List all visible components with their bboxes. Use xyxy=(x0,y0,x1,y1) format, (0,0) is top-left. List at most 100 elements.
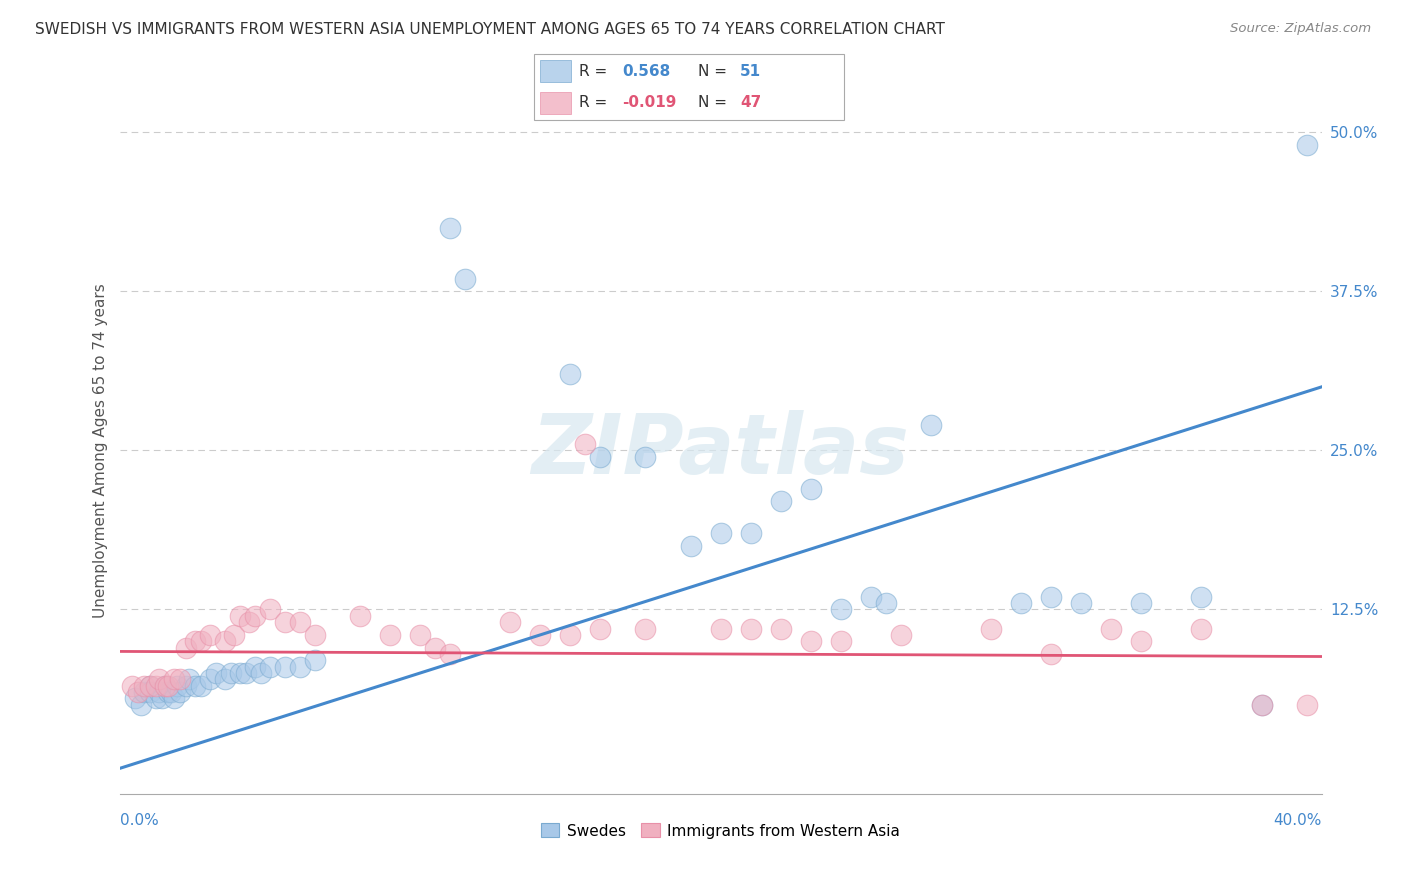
Point xyxy=(304,653,326,667)
Point xyxy=(589,622,612,636)
Text: N =: N = xyxy=(699,63,727,78)
Point xyxy=(153,679,176,693)
Bar xyxy=(540,92,571,114)
Point xyxy=(235,666,257,681)
Point xyxy=(1040,647,1063,661)
Point xyxy=(159,685,181,699)
Point xyxy=(153,679,176,693)
Point xyxy=(769,494,792,508)
Point xyxy=(162,691,184,706)
Point xyxy=(121,679,143,693)
Point xyxy=(183,679,205,693)
Point xyxy=(219,666,242,681)
Point xyxy=(169,673,191,687)
Point xyxy=(138,679,160,693)
Point xyxy=(378,628,401,642)
Point xyxy=(890,628,912,642)
Text: R =: R = xyxy=(579,63,607,78)
Point xyxy=(875,596,897,610)
Point xyxy=(148,673,170,687)
Point xyxy=(198,628,221,642)
Point xyxy=(1295,138,1317,153)
Point xyxy=(274,659,297,673)
Point xyxy=(288,659,311,673)
Point xyxy=(127,685,149,699)
Text: ZIPatlas: ZIPatlas xyxy=(531,410,910,491)
Point xyxy=(423,640,446,655)
Point xyxy=(174,640,197,655)
Text: 47: 47 xyxy=(740,95,761,111)
Text: Source: ZipAtlas.com: Source: ZipAtlas.com xyxy=(1230,22,1371,36)
Point xyxy=(830,602,852,616)
Point xyxy=(169,685,191,699)
Point xyxy=(439,220,461,235)
Point xyxy=(499,615,522,630)
Text: N =: N = xyxy=(699,95,727,111)
Point xyxy=(148,685,170,699)
Point xyxy=(589,450,612,464)
Point xyxy=(222,628,245,642)
Point xyxy=(124,691,146,706)
Point xyxy=(288,615,311,630)
Point xyxy=(1010,596,1032,610)
Point xyxy=(304,628,326,642)
Point xyxy=(259,659,281,673)
Point xyxy=(920,417,942,432)
Point xyxy=(439,647,461,661)
Point xyxy=(174,679,197,693)
Text: -0.019: -0.019 xyxy=(623,95,676,111)
Point xyxy=(1250,698,1272,712)
Point xyxy=(249,666,271,681)
Y-axis label: Unemployment Among Ages 65 to 74 years: Unemployment Among Ages 65 to 74 years xyxy=(93,283,108,618)
Point xyxy=(560,628,582,642)
Point xyxy=(1130,634,1153,648)
Point xyxy=(634,622,657,636)
Point xyxy=(274,615,297,630)
Point xyxy=(150,691,173,706)
Point xyxy=(679,539,702,553)
Point xyxy=(132,685,155,699)
Point xyxy=(198,673,221,687)
Point xyxy=(183,634,205,648)
Bar xyxy=(540,61,571,82)
Text: 0.568: 0.568 xyxy=(623,63,671,78)
Point xyxy=(243,608,266,623)
Point xyxy=(238,615,260,630)
Point xyxy=(228,666,252,681)
Point xyxy=(190,634,212,648)
Point xyxy=(1099,622,1122,636)
Point xyxy=(709,622,731,636)
Point xyxy=(129,698,152,712)
Point xyxy=(166,679,188,693)
Point xyxy=(769,622,792,636)
Point xyxy=(800,482,823,496)
Point xyxy=(740,622,762,636)
Point xyxy=(138,685,160,699)
Point xyxy=(409,628,432,642)
Point xyxy=(214,673,236,687)
Point xyxy=(1189,590,1212,604)
Point xyxy=(177,673,200,687)
Point xyxy=(162,673,184,687)
Point xyxy=(1040,590,1063,604)
Point xyxy=(190,679,212,693)
Point xyxy=(709,526,731,541)
Text: R =: R = xyxy=(579,95,607,111)
Point xyxy=(156,679,179,693)
Point xyxy=(830,634,852,648)
Point xyxy=(1295,698,1317,712)
Point xyxy=(349,608,371,623)
Point xyxy=(132,679,155,693)
Point xyxy=(529,628,551,642)
Point xyxy=(1250,698,1272,712)
Point xyxy=(740,526,762,541)
Point xyxy=(859,590,882,604)
Point xyxy=(145,691,167,706)
Text: 40.0%: 40.0% xyxy=(1274,814,1322,828)
Point xyxy=(214,634,236,648)
Legend: Swedes, Immigrants from Western Asia: Swedes, Immigrants from Western Asia xyxy=(534,817,907,845)
Text: 51: 51 xyxy=(740,63,761,78)
Point xyxy=(800,634,823,648)
Point xyxy=(574,437,596,451)
Point xyxy=(243,659,266,673)
